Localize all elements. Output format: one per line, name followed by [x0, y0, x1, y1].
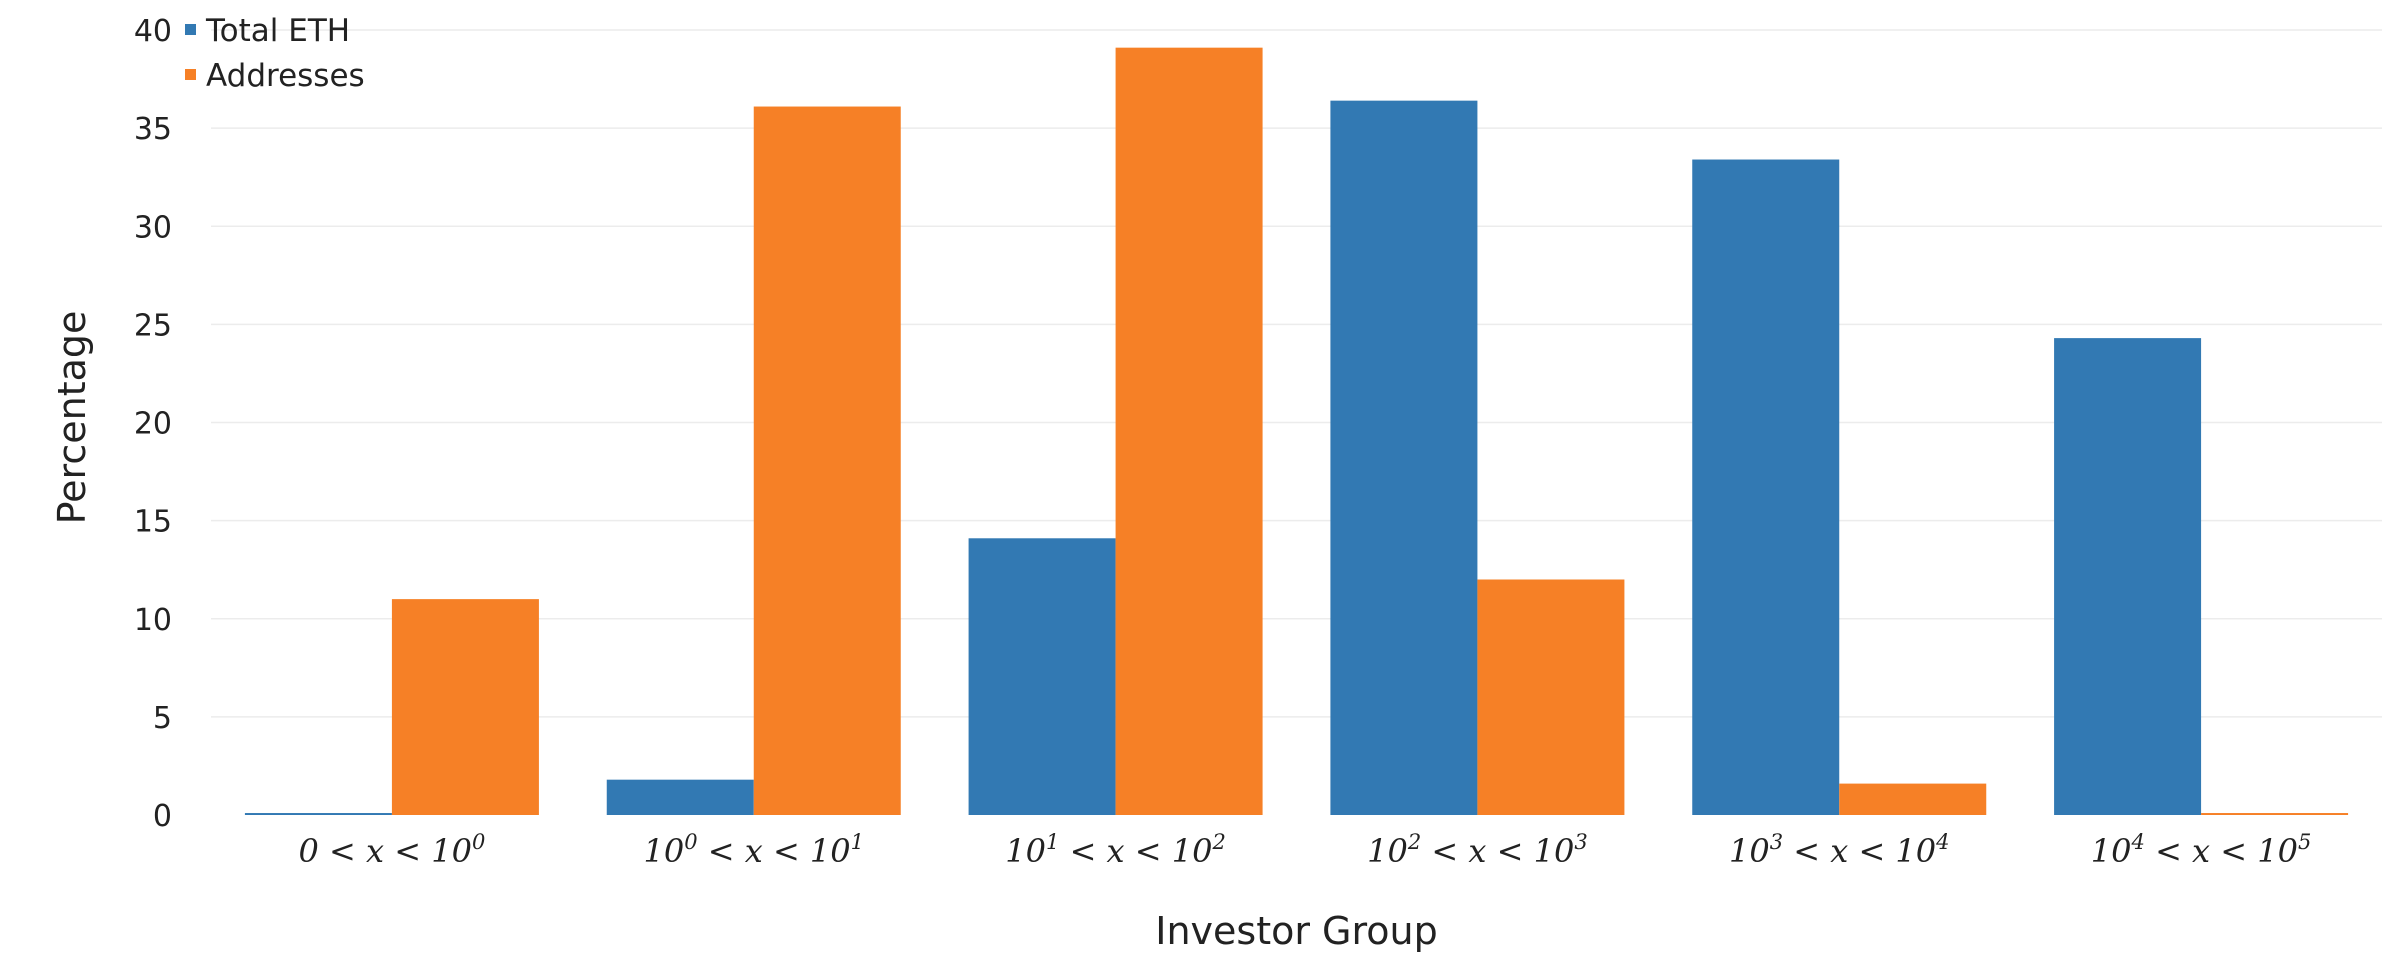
x-tick-label-part: 10	[1729, 832, 1770, 870]
legend-label: Total ETH	[205, 13, 350, 49]
y-tick-label: 0	[153, 799, 172, 834]
y-tick-label: 30	[134, 210, 172, 245]
bar-addresses-2[interactable]	[1115, 47, 1263, 816]
bar-total-eth-5[interactable]	[2054, 338, 2202, 815]
x-tick-label-part: 1	[851, 830, 864, 854]
y-axis-title: Percentage	[50, 311, 94, 525]
x-tick-label-part: < x < 10	[1421, 832, 1574, 870]
x-tick-label: 104 < x < 105	[2091, 830, 2312, 870]
x-tick-label-part: < x < 10	[1059, 832, 1212, 870]
x-tick-label-part: < x < 10	[2145, 832, 2298, 870]
x-tick-label: 0 < x < 100	[299, 830, 486, 870]
grid	[211, 29, 2382, 718]
x-tick-label-part: 4	[2131, 830, 2145, 854]
x-tick-label-part: 3	[1574, 830, 1587, 854]
y-tick-label: 40	[134, 14, 172, 49]
x-tick-label-part: 2	[1407, 830, 1421, 854]
bar-total-eth-0[interactable]	[244, 813, 392, 815]
x-axis-ticks: 0 < x < 100 100 < x < 101 101 < x < 102 102…	[299, 830, 2312, 870]
x-tick-label-part: 10	[1005, 832, 1046, 870]
y-tick-label: 10	[134, 603, 172, 638]
x-tick-label: 103 < x < 104	[1729, 830, 1950, 870]
bar-total-eth-1[interactable]	[606, 779, 754, 815]
legend-item-total-eth[interactable]: Total ETH	[185, 13, 350, 49]
x-tick-label-part: < x < 10	[698, 832, 851, 870]
bar-addresses-5[interactable]	[2201, 813, 2349, 815]
y-tick-label: 20	[134, 407, 172, 442]
legend-swatch	[185, 69, 196, 80]
y-tick-label: 25	[134, 308, 172, 343]
bar-total-eth-4[interactable]	[1692, 159, 1840, 815]
y-tick-label: 5	[153, 701, 172, 736]
legend[interactable]: Total ETH Addresses	[185, 13, 365, 94]
x-tick-label: 102 < x < 103	[1367, 830, 1588, 870]
bars	[244, 47, 2349, 816]
bar-addresses-4[interactable]	[1839, 783, 1987, 815]
x-tick-label-part: 10	[643, 832, 684, 870]
legend-label: Addresses	[206, 58, 365, 94]
x-tick-label: 101 < x < 102	[1005, 830, 1226, 870]
x-tick-label-part: 1	[1046, 830, 1059, 854]
legend-item-addresses[interactable]: Addresses	[185, 58, 365, 94]
legend-swatch	[185, 24, 196, 35]
bar-total-eth-3[interactable]	[1330, 100, 1478, 815]
y-tick-label: 15	[134, 505, 172, 540]
bar-addresses-3[interactable]	[1477, 579, 1625, 816]
y-axis-ticks: 0 5 10 15 20 25 30 35 40	[134, 14, 172, 834]
x-tick-label-part: 4	[1935, 830, 1949, 854]
bar-addresses-0[interactable]	[391, 599, 539, 815]
x-tick-label-part: 10	[1367, 832, 1408, 870]
x-tick-label-part: 0	[472, 830, 485, 854]
x-tick-label-part: 10	[2091, 832, 2132, 870]
x-tick-label: 100 < x < 101	[643, 830, 864, 870]
x-tick-label-part: 2	[1211, 830, 1225, 854]
bar-addresses-1[interactable]	[753, 106, 901, 816]
x-tick-label-part: 0 < x < 10	[299, 832, 472, 870]
y-tick-label: 35	[134, 112, 172, 147]
bar-total-eth-2[interactable]	[968, 538, 1116, 815]
x-tick-label-part: 5	[2298, 830, 2311, 854]
x-tick-label-part: < x < 10	[1783, 832, 1936, 870]
x-tick-label-part: 0	[684, 830, 697, 854]
x-axis-title: Investor Group	[1155, 909, 1438, 953]
x-tick-label-part: 3	[1770, 830, 1783, 854]
